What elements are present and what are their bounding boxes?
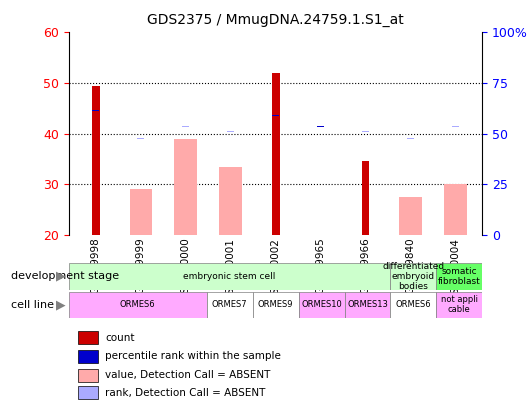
Bar [174, 139, 197, 235]
Text: ORMES10: ORMES10 [301, 300, 342, 309]
FancyBboxPatch shape [298, 292, 344, 318]
Bar [137, 138, 144, 139]
Text: somatic
fibroblast: somatic fibroblast [438, 267, 481, 286]
Bar [407, 138, 414, 139]
Text: ORMES6: ORMES6 [395, 300, 431, 309]
Bar [78, 369, 98, 382]
Text: cell line: cell line [11, 300, 54, 309]
Bar [272, 115, 279, 116]
Text: ORMES9: ORMES9 [258, 300, 293, 309]
Text: ▶: ▶ [56, 270, 66, 283]
Bar [399, 197, 422, 235]
Bar [78, 331, 98, 344]
Text: ORMES13: ORMES13 [347, 300, 388, 309]
Bar [272, 73, 279, 235]
Text: embryonic stem cell: embryonic stem cell [183, 272, 276, 281]
FancyBboxPatch shape [69, 292, 207, 318]
FancyBboxPatch shape [69, 263, 391, 290]
FancyBboxPatch shape [436, 263, 482, 290]
Text: ▶: ▶ [56, 298, 66, 311]
FancyBboxPatch shape [344, 292, 391, 318]
Text: rank, Detection Call = ABSENT: rank, Detection Call = ABSENT [105, 388, 266, 398]
FancyBboxPatch shape [207, 292, 253, 318]
Text: not appli
cable: not appli cable [441, 295, 478, 314]
Bar [362, 131, 369, 132]
Bar [227, 131, 234, 132]
Text: percentile rank within the sample: percentile rank within the sample [105, 352, 281, 362]
Bar [92, 85, 100, 235]
Bar [361, 162, 369, 235]
Bar [219, 166, 242, 235]
FancyBboxPatch shape [253, 292, 298, 318]
Text: value, Detection Call = ABSENT: value, Detection Call = ABSENT [105, 371, 270, 380]
FancyBboxPatch shape [391, 263, 436, 290]
Bar [78, 350, 98, 363]
Title: GDS2375 / MmugDNA.24759.1.S1_at: GDS2375 / MmugDNA.24759.1.S1_at [147, 13, 404, 27]
Text: development stage: development stage [11, 271, 119, 281]
FancyBboxPatch shape [436, 292, 482, 318]
Text: differentiated
embryoid
bodies: differentiated embryoid bodies [382, 262, 445, 291]
Text: count: count [105, 333, 135, 343]
FancyBboxPatch shape [391, 292, 436, 318]
Text: ORMES7: ORMES7 [212, 300, 248, 309]
Bar [129, 189, 152, 235]
Bar [78, 386, 98, 399]
Bar [444, 184, 466, 235]
Text: ORMES6: ORMES6 [120, 300, 156, 309]
